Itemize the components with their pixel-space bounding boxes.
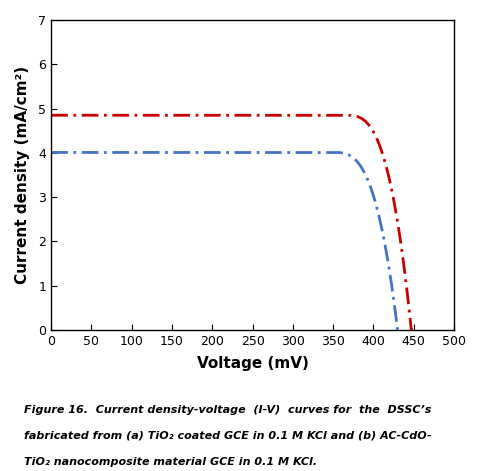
Text: Figure 16.  Current density-voltage  (I-V)  curves for  the  DSSC’s: Figure 16. Current density-voltage (I-V)… <box>24 405 431 415</box>
Y-axis label: Current density (mA/cm²): Current density (mA/cm²) <box>15 66 30 284</box>
Text: fabricated from (a) TiO₂ coated GCE in 0.1 M KCl and (b) AC-CdO-: fabricated from (a) TiO₂ coated GCE in 0… <box>24 431 431 441</box>
Text: TiO₂ nanocomposite material GCE in 0.1 M KCl.: TiO₂ nanocomposite material GCE in 0.1 M… <box>24 457 316 467</box>
X-axis label: Voltage (mV): Voltage (mV) <box>196 356 308 371</box>
